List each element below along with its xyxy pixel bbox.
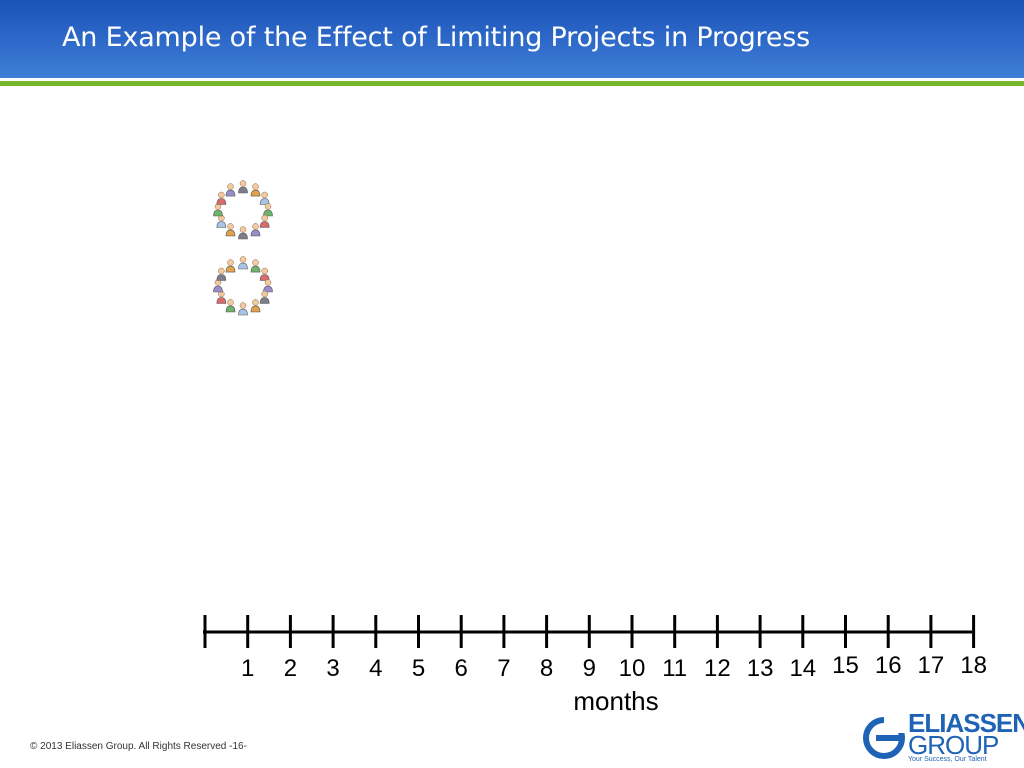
tick-label: 5 — [412, 655, 425, 682]
tick-label: 17 — [918, 652, 945, 679]
tick-label: 11 — [662, 655, 687, 682]
tick-label: 2 — [284, 655, 297, 682]
person-icon — [225, 259, 236, 273]
tick-label: 18 — [960, 652, 987, 679]
tick-label: 6 — [455, 655, 468, 682]
person-icon — [213, 203, 223, 217]
people-circle-icon — [213, 180, 273, 240]
month-timeline: 1 2 3 4 5 6 7 8 9 10 11 12 13 14 15 16 17 18 months — [203, 615, 987, 716]
person-icon — [259, 214, 270, 228]
person-icon — [225, 183, 236, 197]
person-icon — [250, 299, 261, 313]
person-icon — [263, 203, 273, 217]
title-bar: An Example of the Effect of Limiting Pro… — [0, 0, 1024, 78]
tick-label: 10 — [619, 655, 646, 682]
person-icon — [216, 267, 227, 281]
person-icon — [216, 290, 227, 304]
person-icon — [259, 290, 270, 304]
person-icon — [225, 299, 236, 313]
tick-label: 3 — [326, 655, 339, 682]
logo-tagline: Your Success, Our Talent — [908, 756, 987, 763]
slide-title: An Example of the Effect of Limiting Pro… — [62, 22, 811, 53]
person-icon — [238, 180, 248, 194]
tick-label: 4 — [369, 655, 382, 682]
person-icon — [250, 183, 261, 197]
tick-label: 16 — [875, 652, 902, 679]
tick-label: 15 — [832, 652, 859, 679]
logo-group: GROUP — [908, 730, 999, 760]
company-logo: ELIASSEN GROUP Your Success, Our Talent — [860, 708, 1024, 764]
tick-label: 7 — [497, 655, 510, 682]
person-icon — [216, 191, 227, 205]
tick-label: 9 — [583, 655, 596, 682]
person-icon — [250, 259, 261, 273]
tick-label: 14 — [789, 655, 816, 682]
tick-label: 13 — [747, 655, 774, 682]
person-icon — [263, 279, 273, 293]
green-rule — [0, 81, 1024, 86]
person-icon — [213, 279, 223, 293]
person-icon — [250, 223, 261, 237]
person-icon — [216, 214, 227, 228]
people-circle-icon — [213, 256, 273, 316]
person-icon — [225, 223, 236, 237]
logo-name: ELIASSEN — [908, 708, 1024, 738]
person-icon — [238, 226, 248, 240]
person-icon — [238, 302, 248, 316]
timeline-unit-label: months — [573, 686, 658, 716]
person-icon — [259, 191, 270, 205]
tick-label: 8 — [540, 655, 553, 682]
logo-mark-icon — [863, 716, 906, 759]
title-separator — [0, 78, 1024, 81]
person-icon — [238, 256, 248, 270]
copyright-footer: © 2013 Eliassen Group. All Rights Reserv… — [30, 741, 247, 752]
tick-label: 1 — [241, 655, 254, 682]
person-icon — [259, 267, 270, 281]
tick-label: 12 — [704, 655, 731, 682]
